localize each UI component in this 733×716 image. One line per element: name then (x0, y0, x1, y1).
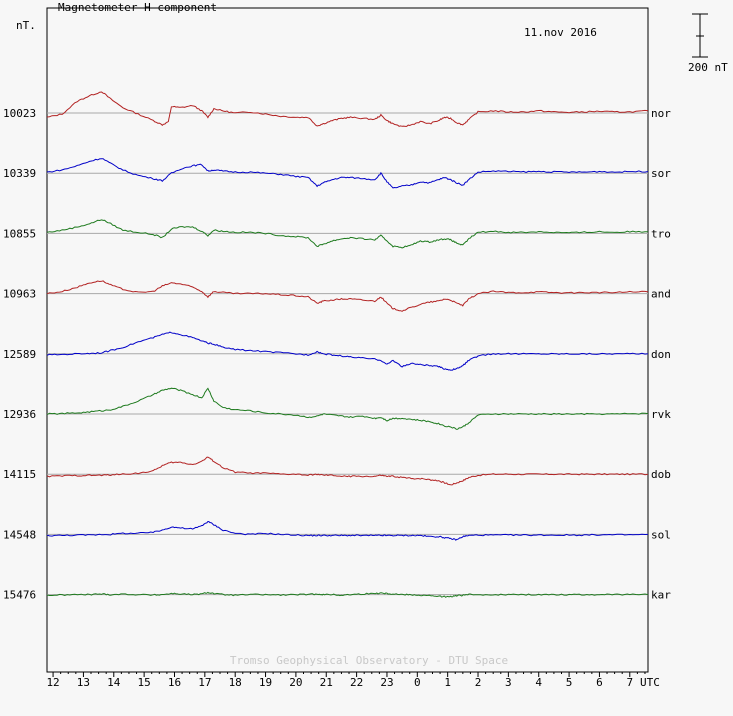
x-tick-label-4: 4 (535, 676, 542, 689)
x-tick-label-20: 20 (289, 676, 302, 689)
x-tick-label-2: 2 (475, 676, 482, 689)
plot-frame (46, 7, 649, 673)
baseline-value-dob: 14115 (3, 468, 36, 481)
station-label-dob: dob (651, 468, 671, 481)
x-tick-label-13: 13 (77, 676, 90, 689)
x-tick-label-1: 1 (444, 676, 451, 689)
series-line-nor (46, 91, 649, 127)
x-tick-label-16: 16 (168, 676, 181, 689)
x-tick-label-3: 3 (505, 676, 512, 689)
x-tick-label-21: 21 (320, 676, 333, 689)
unit-label: nT. (16, 19, 36, 32)
scale-label: 200 nT (688, 61, 728, 74)
chart-date: 11.nov 2016 (524, 26, 597, 39)
x-tick-label-17: 17 (198, 676, 211, 689)
x-axis-unit: UTC (640, 676, 660, 689)
series-line-tro (46, 219, 649, 249)
x-tick-label-5: 5 (566, 676, 573, 689)
x-tick-label-22: 22 (350, 676, 363, 689)
scale-bar (692, 13, 708, 58)
series-line-sol (46, 520, 649, 541)
x-tick-label-7: 7 (626, 676, 633, 689)
series-line-don (46, 331, 649, 371)
series-line-kar (46, 591, 649, 598)
baseline-value-and: 10963 (3, 288, 36, 301)
series-line-and (46, 280, 649, 312)
chart-title: Magnetometer H component (58, 1, 217, 14)
x-tick-label-19: 19 (259, 676, 272, 689)
x-tick-label-12: 12 (46, 676, 59, 689)
station-label-nor: nor (651, 107, 671, 120)
station-label-don: don (651, 348, 671, 361)
x-tick-label-18: 18 (229, 676, 242, 689)
baseline-value-rvk: 12936 (3, 408, 36, 421)
x-tick-label-0: 0 (414, 676, 421, 689)
baseline-value-nor: 10023 (3, 107, 36, 120)
baseline-value-sol: 14548 (3, 528, 36, 541)
baseline-labels: 10023 10339 10855 10963 12589 12936 14115 14548… (3, 107, 36, 602)
x-axis: 12 13 14 15 16 17 18 19 20 21 22 23 0 1 2 3 4 5 6 7 (46, 672, 646, 689)
baseline-value-sor: 10339 (3, 167, 36, 180)
baseline-value-kar: 15476 (3, 589, 36, 602)
series-line-rvk (46, 387, 649, 430)
series-line-dob (46, 456, 649, 486)
x-tick-label-14: 14 (107, 676, 121, 689)
series-line-sor (46, 158, 649, 189)
station-label-sol: sol (651, 528, 671, 541)
series-lines (46, 91, 649, 598)
station-labels: nor sor tro and don rvk dob sol kar (651, 107, 671, 602)
baseline-value-tro: 10855 (3, 227, 36, 240)
station-label-tro: tro (651, 227, 671, 240)
x-tick-label-6: 6 (596, 676, 603, 689)
x-tick-label-15: 15 (138, 676, 151, 689)
station-label-kar: kar (651, 589, 671, 602)
baseline-value-don: 12589 (3, 348, 36, 361)
credit-text: Tromso Geophysical Observatory - DTU Spa… (230, 654, 508, 667)
x-tick-label-23: 23 (380, 676, 393, 689)
station-label-and: and (651, 288, 671, 301)
station-label-rvk: rvk (651, 408, 671, 421)
station-label-sor: sor (651, 167, 671, 180)
